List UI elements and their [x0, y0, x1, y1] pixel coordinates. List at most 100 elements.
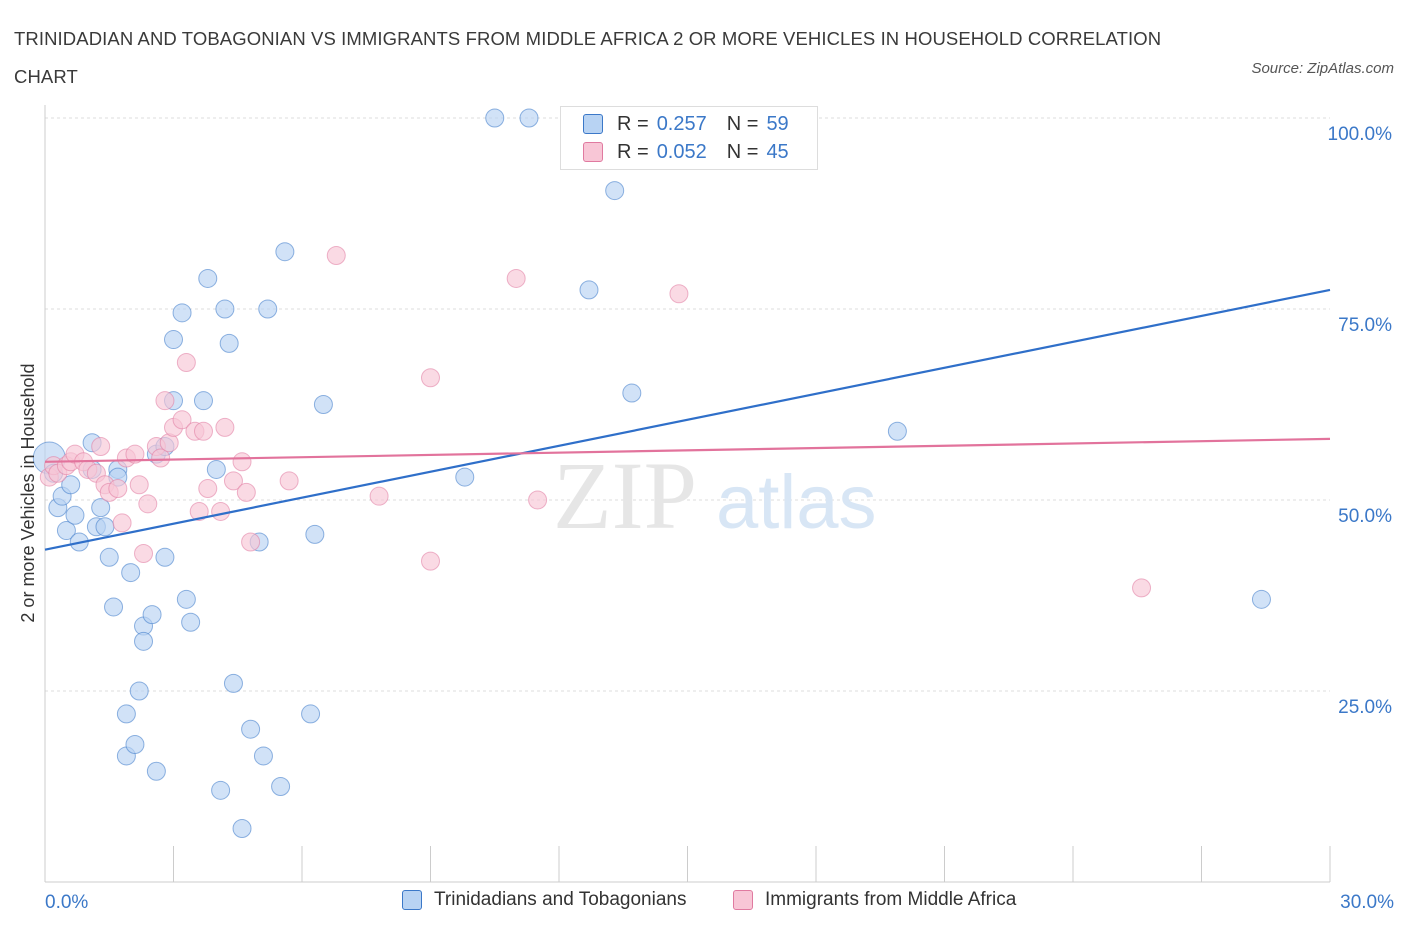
point-trinidadians	[104, 597, 124, 617]
legend-n-label: N =	[726, 112, 759, 135]
point-trinidadians	[155, 547, 175, 567]
watermark-atlas: atlas	[716, 460, 877, 545]
point-middle-africa	[211, 501, 231, 521]
legend-r-label: R =	[617, 112, 649, 135]
point-trinidadians	[313, 395, 333, 414]
point-middle-africa	[506, 268, 526, 288]
point-trinidadians	[125, 734, 145, 754]
trend-lines	[44, 288, 1331, 551]
point-trinidadians	[241, 719, 261, 739]
point-trinidadians	[116, 704, 136, 724]
legend-row-series2: R = 0.052 N = 45	[583, 138, 789, 166]
x-tick-label-min: 0.0%	[45, 892, 88, 913]
point-middle-africa	[326, 246, 346, 266]
point-middle-africa	[215, 417, 235, 437]
point-middle-africa	[369, 486, 389, 506]
point-middle-africa	[172, 410, 192, 430]
point-middle-africa	[669, 284, 689, 304]
point-trinidadians	[887, 421, 907, 441]
point-trinidadians	[258, 299, 278, 319]
point-middle-africa	[236, 482, 256, 502]
legend-r-label: R =	[617, 140, 649, 163]
point-middle-africa	[138, 494, 158, 514]
point-trinidadians	[129, 681, 149, 701]
point-middle-africa	[108, 479, 128, 499]
legend-n-value-1: 59	[766, 112, 789, 135]
legend-item-middle-africa: Immigrants from Middle Africa	[733, 889, 1016, 911]
point-middle-africa	[176, 352, 196, 372]
point-trinidadians	[181, 612, 201, 632]
point-middle-africa	[1132, 578, 1152, 598]
legend-swatch-pink	[733, 890, 753, 910]
point-trinidadians	[56, 521, 76, 541]
y-tick-label: 75.0%	[1338, 315, 1392, 336]
watermark-zip: ZIP	[553, 442, 697, 549]
tick-labels: 25.0% 50.0% 75.0% 100.0% 0.0% 30.0%	[45, 124, 1394, 913]
series-legend: Trinidadians and Tobagonians Immigrants …	[0, 889, 1406, 915]
point-middle-africa	[189, 501, 209, 521]
point-middle-africa	[223, 471, 243, 491]
legend-label-trinidadians: Trinidadians and Tobagonians	[434, 889, 687, 910]
point-trinidadians	[95, 517, 115, 537]
point-trinidadians	[605, 181, 625, 201]
point-middle-africa	[421, 551, 440, 571]
point-trinidadians	[253, 746, 273, 766]
point-trinidadians	[146, 761, 166, 781]
correlation-legend: R = 0.257 N = 59 R = 0.052 N = 45	[560, 106, 818, 170]
point-trinidadians	[232, 819, 252, 839]
point-trinidadians	[455, 467, 475, 487]
y-tick-label: 50.0%	[1338, 506, 1392, 527]
point-trinidadians	[219, 333, 239, 353]
point-trinidadians	[301, 704, 321, 724]
point-trinidadians	[164, 330, 183, 350]
point-trinidadians	[622, 383, 642, 403]
legend-n-value-2: 45	[766, 140, 789, 163]
legend-r-value-2: 0.052	[656, 140, 707, 163]
point-middle-africa	[112, 513, 132, 533]
grid	[45, 117, 1330, 692]
chart-title: TRINIDADIAN AND TOBAGONIAN VS IMMIGRANTS…	[14, 28, 1162, 87]
point-middle-africa	[125, 444, 145, 464]
point-trinidadians	[485, 108, 505, 128]
point-middle-africa	[91, 437, 111, 457]
point-trinidadians	[176, 589, 196, 609]
point-middle-africa	[155, 391, 175, 411]
point-middle-africa	[421, 368, 440, 388]
point-trinidadians	[61, 475, 81, 495]
point-trinidadians	[305, 524, 325, 544]
point-trinidadians	[223, 673, 243, 693]
legend-n-label: N =	[726, 140, 759, 163]
point-middle-africa	[241, 532, 261, 552]
legend-swatch-blue	[402, 890, 422, 910]
legend-r-value-1: 0.257	[656, 112, 707, 135]
point-middle-africa	[232, 452, 252, 472]
point-trinidadians	[211, 780, 231, 800]
point-trinidadians	[121, 563, 141, 583]
point-middle-africa	[193, 421, 213, 441]
point-trinidadians	[193, 391, 213, 411]
point-trinidadians	[134, 631, 154, 651]
point-trinidadians	[142, 605, 162, 625]
y-tick-label: 100.0%	[1328, 124, 1393, 145]
point-trinidadians	[99, 547, 119, 567]
point-middle-africa	[198, 479, 218, 499]
legend-swatch-pink	[583, 142, 603, 162]
point-middle-africa	[528, 490, 548, 510]
point-trinidadians	[206, 459, 226, 479]
trend-line-middle-africa	[44, 437, 1331, 463]
point-trinidadians	[65, 505, 85, 525]
legend-row-series1: R = 0.257 N = 59	[583, 110, 789, 138]
legend-label-middle-africa: Immigrants from Middle Africa	[765, 889, 1017, 910]
point-trinidadians	[91, 498, 111, 518]
point-trinidadians	[1251, 589, 1271, 609]
point-trinidadians	[579, 280, 599, 300]
point-trinidadians	[172, 303, 192, 323]
point-trinidadians	[519, 108, 539, 128]
legend-item-trinidadians: Trinidadians and Tobagonians	[402, 889, 686, 911]
point-trinidadians	[275, 242, 295, 262]
axes	[44, 105, 1331, 883]
point-middle-africa	[129, 475, 149, 495]
point-trinidadians	[215, 299, 235, 319]
x-tick-label-max: 30.0%	[1340, 892, 1394, 913]
